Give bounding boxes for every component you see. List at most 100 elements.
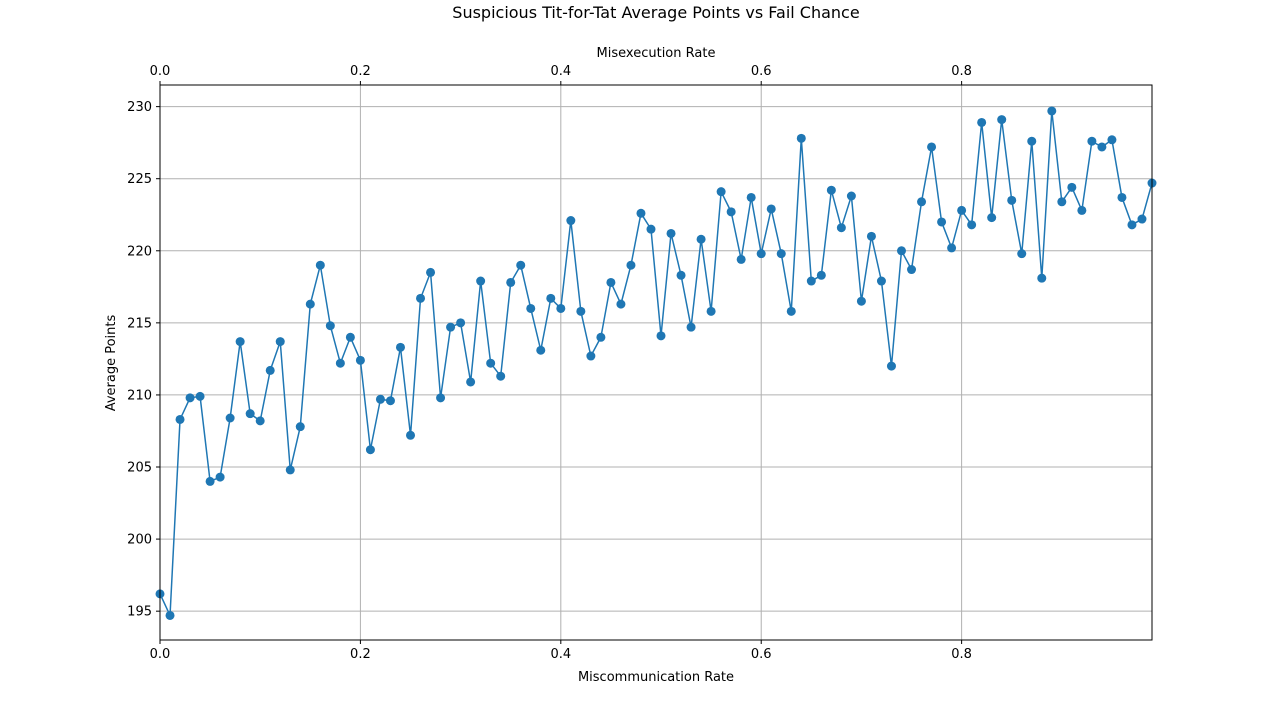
x-tick-label: 0.2 [350,647,371,662]
data-point [365,445,375,455]
data-point [395,342,405,352]
data-point [526,303,536,313]
x-tick-label: 0.0 [150,647,171,662]
data-point [917,197,927,207]
data-point [826,185,836,195]
data-point [385,396,395,406]
data-point [235,337,245,347]
data-point [1087,136,1097,146]
data-point [636,208,646,218]
grid [159,85,1152,640]
data-point [556,303,566,313]
data-point [205,476,215,486]
data-point [676,270,686,280]
data-point [876,276,886,286]
data-point [606,277,616,287]
data-point [195,391,205,401]
data-point [927,142,937,152]
series-line [155,106,1157,620]
data-point [1077,205,1087,215]
data-point [886,361,896,371]
plot-frame [159,84,1153,641]
data-point [1137,214,1147,224]
data-point [315,260,325,270]
data-point [1107,135,1117,145]
data-point [486,358,496,368]
data-point [295,422,305,432]
data-point [836,223,846,233]
data-point [406,430,416,440]
data-point [1037,273,1047,283]
y-tick-label: 205 [127,461,152,476]
data-point [1017,249,1027,259]
data-point [215,472,225,482]
data-point [255,416,265,426]
x-tick-label: 0.4 [550,647,571,662]
data-point [586,351,596,361]
x2-tick-label: 0.0 [150,64,171,79]
data-point [185,393,195,403]
data-point [967,220,977,230]
y-tick-label: 225 [127,172,152,187]
data-point [957,205,967,215]
x2-tick-label: 0.4 [550,64,571,79]
data-point [1127,220,1137,230]
data-point [1057,197,1067,207]
x-tick-label: 0.6 [751,647,772,662]
data-point [786,306,796,316]
data-point [896,246,906,256]
data-point [686,322,696,332]
data-point [766,204,776,214]
data-point [856,296,866,306]
data-point [646,224,656,234]
data-point [1027,136,1037,146]
x-axis-label: Miscommunication Rate [578,670,734,685]
data-point [476,276,486,286]
data-point [1067,182,1077,192]
series-polyline [159,110,1153,617]
data-point [977,117,987,127]
y-tick-label: 200 [127,533,152,548]
data-point [345,332,355,342]
data-point [716,187,726,197]
data-point [265,365,275,375]
data-point [506,277,516,287]
data-point [796,133,806,143]
data-point [416,293,426,303]
data-point [536,345,546,355]
x2-tick-label: 0.8 [951,64,972,79]
y-tick-label: 210 [127,388,152,403]
y-tick-label: 215 [127,316,152,331]
data-point [696,234,706,244]
data-point [516,260,526,270]
data-point [175,414,185,424]
data-point [746,192,756,202]
data-point [816,270,826,280]
data-point [546,293,556,303]
data-point [846,191,856,201]
data-point [225,413,235,423]
data-point [666,228,676,238]
data-point [456,318,466,328]
data-point [165,610,175,620]
data-point [285,465,295,475]
x2-tick-label: 0.6 [751,64,772,79]
data-point [626,260,636,270]
data-point [907,265,917,275]
data-point [656,331,666,341]
data-point [335,358,345,368]
data-point [446,322,456,332]
data-point [426,267,436,277]
data-point [756,249,766,259]
chart-title: Suspicious Tit-for-Tat Average Points vs… [452,3,859,22]
data-point [355,355,365,365]
data-point [566,216,576,226]
data-point [1007,195,1017,205]
data-point [726,207,736,217]
y-axis-label: Average Points [104,314,119,411]
data-point [706,306,716,316]
data-point [275,337,285,347]
data-point [776,249,786,259]
x2-tick-label: 0.2 [350,64,371,79]
